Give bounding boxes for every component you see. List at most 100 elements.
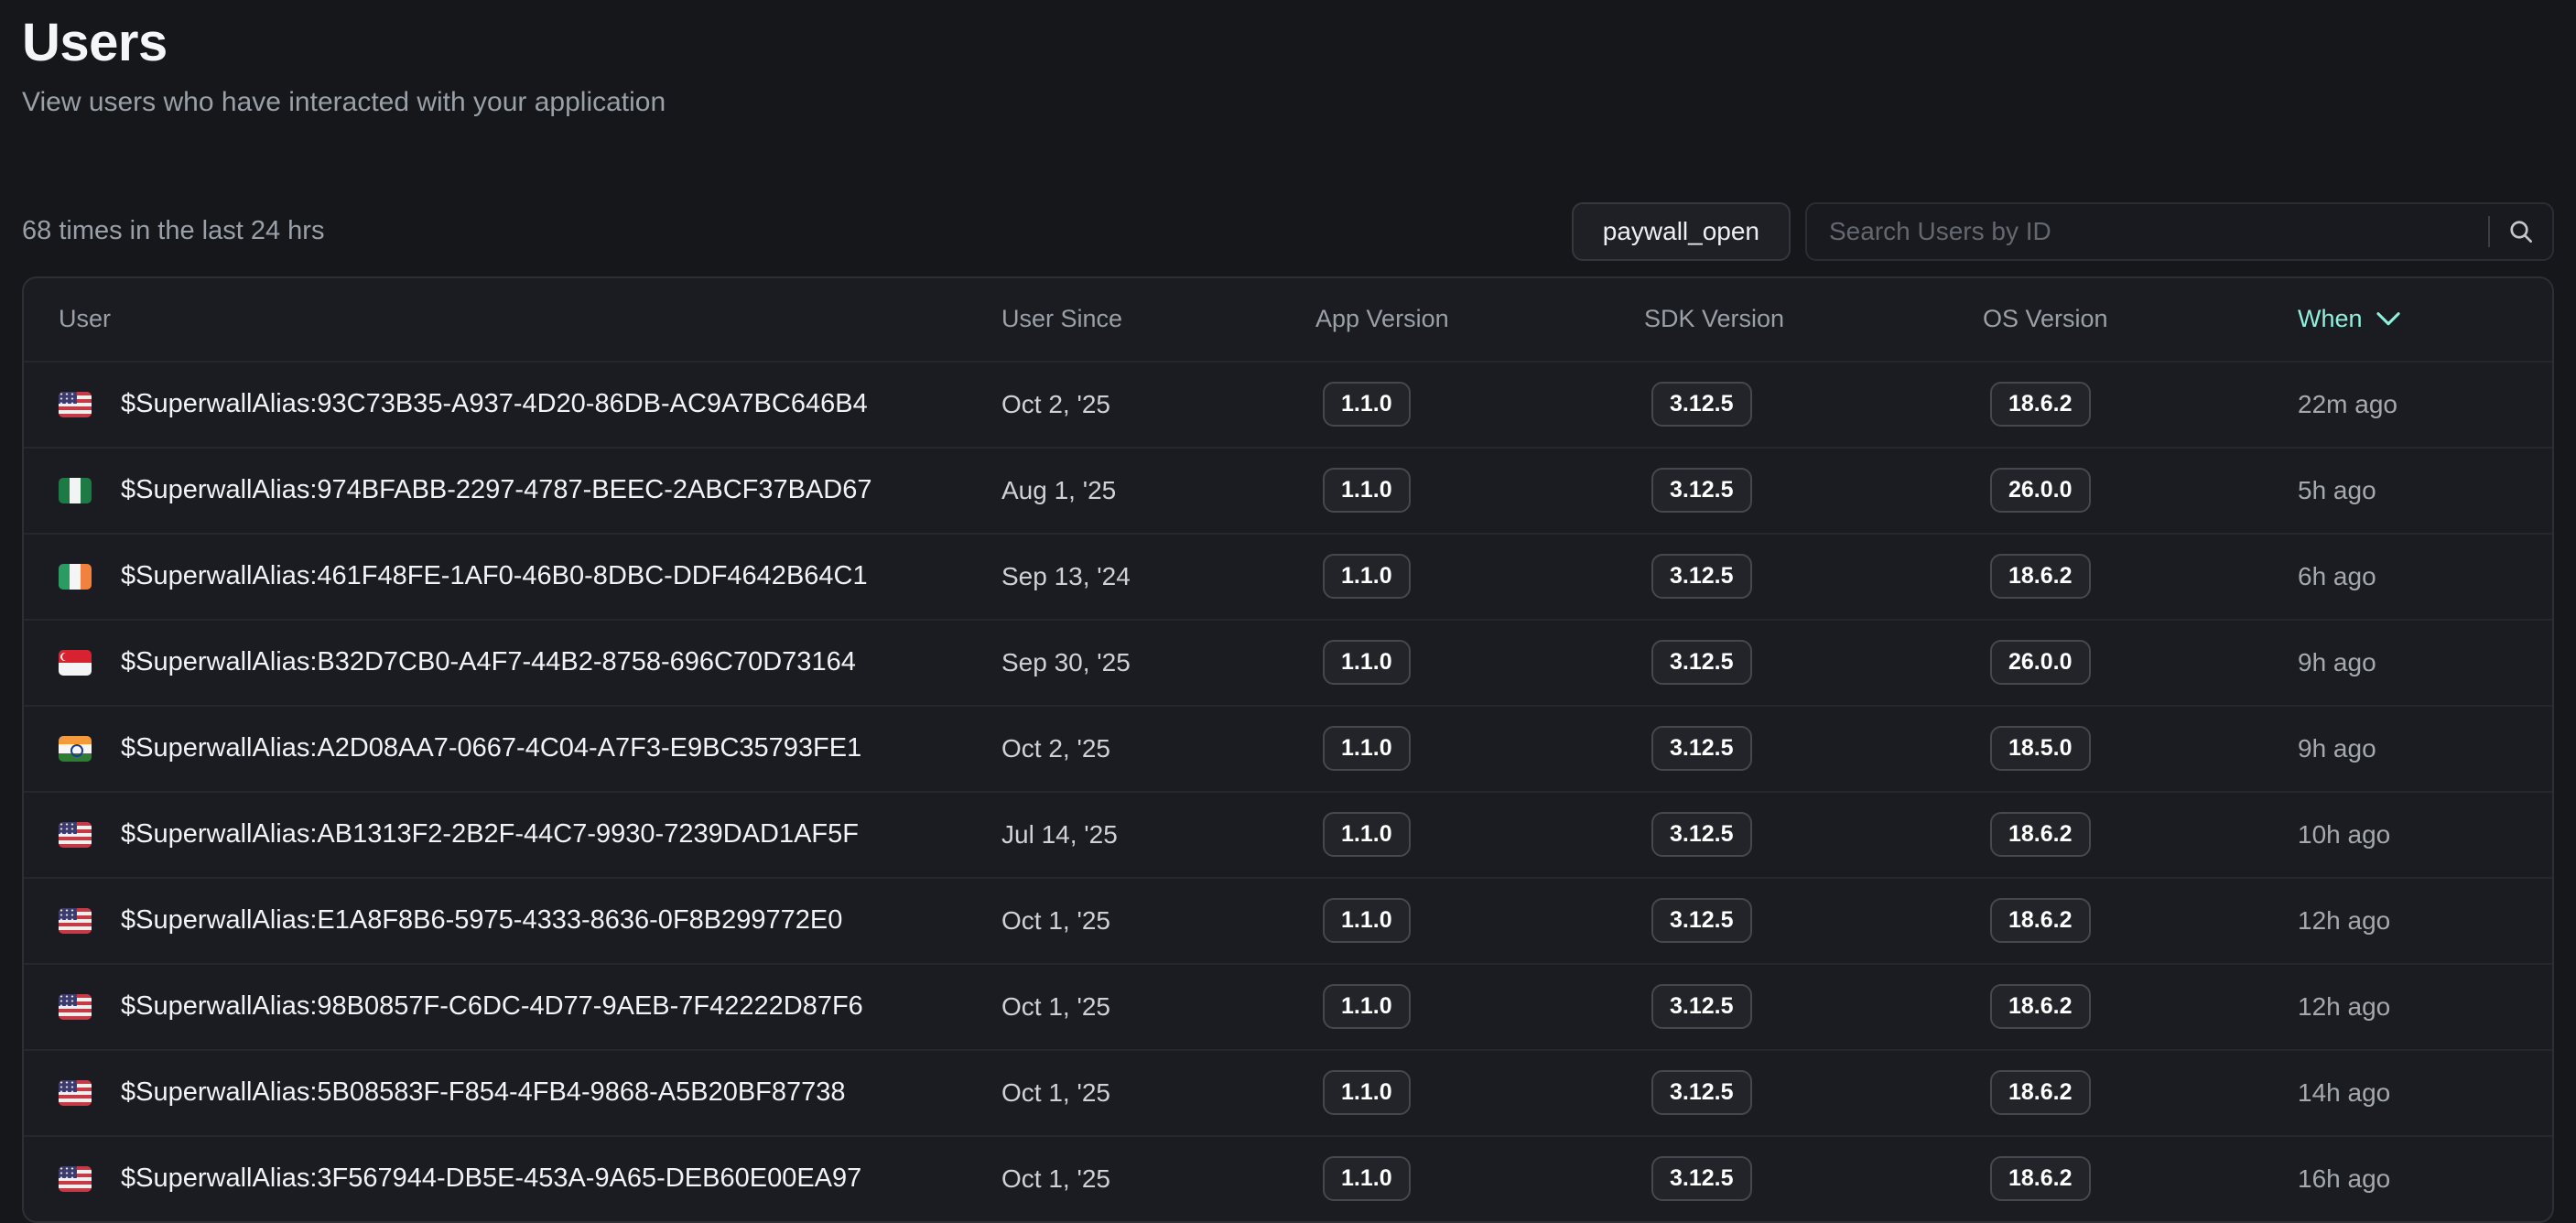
page-subtitle: View users who have interacted with your… — [22, 86, 666, 117]
os-version-badge: 26.0.0 — [1990, 468, 2091, 514]
user-since-value: Sep 13, '24 — [1001, 561, 1131, 590]
user-alias: $SuperwallAlias:93C73B35-A937-4D20-86DB-… — [121, 389, 868, 419]
user-since-value: Oct 2, '25 — [1001, 389, 1110, 418]
when-value: 9h ago — [2298, 647, 2376, 676]
user-since-value: Aug 1, '25 — [1001, 475, 1117, 504]
user-cell: $SuperwallAlias:A2D08AA7-0667-4C04-A7F3-… — [59, 733, 1001, 763]
chevron-down-icon — [2376, 312, 2400, 326]
flag-us-icon — [59, 907, 92, 934]
column-header-os-version: OS Version — [1983, 305, 2108, 333]
table-row[interactable]: $SuperwallAlias:E1A8F8B6-5975-4333-8636-… — [24, 876, 2552, 963]
sdk-version-badge: 3.12.5 — [1651, 1070, 1752, 1116]
user-since-value: Oct 2, '25 — [1001, 733, 1110, 763]
table-row[interactable]: $SuperwallAlias:974BFABB-2297-4787-BEEC-… — [24, 446, 2552, 533]
app-version-badge: 1.1.0 — [1323, 726, 1411, 772]
app-version-badge: 1.1.0 — [1323, 554, 1411, 600]
when-value: 9h ago — [2298, 733, 2376, 763]
sdk-version-badge: 3.12.5 — [1651, 1156, 1752, 1202]
user-cell: $SuperwallAlias:93C73B35-A937-4D20-86DB-… — [59, 389, 1001, 419]
user-alias: $SuperwallAlias:E1A8F8B6-5975-4333-8636-… — [121, 905, 843, 936]
os-version-badge: 18.6.2 — [1990, 1156, 2091, 1202]
when-value: 6h ago — [2298, 561, 2376, 590]
flag-us-icon — [59, 821, 92, 848]
sdk-version-badge: 3.12.5 — [1651, 382, 1752, 428]
table-row[interactable]: $SuperwallAlias:A2D08AA7-0667-4C04-A7F3-… — [24, 704, 2552, 791]
user-cell: $SuperwallAlias:E1A8F8B6-5975-4333-8636-… — [59, 905, 1001, 936]
when-value: 16h ago — [2298, 1163, 2391, 1193]
user-alias: $SuperwallAlias:A2D08AA7-0667-4C04-A7F3-… — [121, 733, 862, 763]
column-header-app-version: App Version — [1315, 305, 1449, 333]
user-since-value: Oct 1, '25 — [1001, 991, 1110, 1021]
sdk-version-badge: 3.12.5 — [1651, 554, 1752, 600]
sdk-version-badge: 3.12.5 — [1651, 898, 1752, 944]
os-version-badge: 18.6.2 — [1990, 812, 2091, 858]
when-value: 12h ago — [2298, 991, 2391, 1021]
flag-us-icon — [59, 1079, 92, 1106]
app-version-badge: 1.1.0 — [1323, 898, 1411, 944]
search-icon[interactable] — [2490, 217, 2552, 246]
when-value: 12h ago — [2298, 905, 2391, 935]
table-row[interactable]: $SuperwallAlias:98B0857F-C6DC-4D77-9AEB-… — [24, 962, 2552, 1049]
app-version-badge: 1.1.0 — [1323, 1156, 1411, 1202]
page-title: Users — [22, 13, 168, 72]
user-cell: $SuperwallAlias:974BFABB-2297-4787-BEEC-… — [59, 475, 1001, 505]
flag-sg-icon — [59, 649, 92, 676]
user-alias: $SuperwallAlias:3F567944-DB5E-453A-9A65-… — [121, 1163, 862, 1194]
table-row[interactable]: $SuperwallAlias:3F567944-DB5E-453A-9A65-… — [24, 1134, 2552, 1221]
table-row[interactable]: $SuperwallAlias:AB1313F2-2B2F-44C7-9930-… — [24, 790, 2552, 877]
app-version-badge: 1.1.0 — [1323, 468, 1411, 514]
flag-in-icon — [59, 735, 92, 762]
user-alias: $SuperwallAlias:98B0857F-C6DC-4D77-9AEB-… — [121, 991, 863, 1022]
flag-us-icon — [59, 993, 92, 1020]
users-table: User User Since App Version SDK Version … — [22, 276, 2554, 1223]
when-value: 14h ago — [2298, 1077, 2391, 1107]
search-input[interactable] — [1807, 203, 2488, 259]
user-since-value: Oct 1, '25 — [1001, 1163, 1110, 1193]
os-version-badge: 18.6.2 — [1990, 554, 2091, 600]
search-divider — [2488, 215, 2490, 247]
when-value: 22m ago — [2298, 389, 2397, 418]
user-cell: $SuperwallAlias:5B08583F-F854-4FB4-9868-… — [59, 1077, 1001, 1108]
table-row[interactable]: $SuperwallAlias:93C73B35-A937-4D20-86DB-… — [24, 360, 2552, 447]
user-alias: $SuperwallAlias:461F48FE-1AF0-46B0-8DBC-… — [121, 561, 868, 591]
event-filter-button[interactable]: paywall_open — [1571, 201, 1791, 261]
user-cell: $SuperwallAlias:AB1313F2-2B2F-44C7-9930-… — [59, 819, 1001, 850]
column-header-when[interactable]: When — [2298, 305, 2517, 333]
user-since-value: Oct 1, '25 — [1001, 1077, 1110, 1107]
table-row[interactable]: $SuperwallAlias:5B08583F-F854-4FB4-9868-… — [24, 1048, 2552, 1135]
column-header-user: User — [59, 305, 112, 333]
flag-ie-icon — [59, 563, 92, 590]
sdk-version-badge: 3.12.5 — [1651, 726, 1752, 772]
sdk-version-badge: 3.12.5 — [1651, 468, 1752, 514]
app-version-badge: 1.1.0 — [1323, 640, 1411, 686]
os-version-badge: 18.6.2 — [1990, 1070, 2091, 1116]
os-version-badge: 18.6.2 — [1990, 984, 2091, 1030]
user-alias: $SuperwallAlias:B32D7CB0-A4F7-44B2-8758-… — [121, 647, 856, 677]
column-header-sdk-version: SDK Version — [1644, 305, 1785, 333]
sdk-version-badge: 3.12.5 — [1651, 640, 1752, 686]
user-alias: $SuperwallAlias:5B08583F-F854-4FB4-9868-… — [121, 1077, 846, 1108]
user-cell: $SuperwallAlias:98B0857F-C6DC-4D77-9AEB-… — [59, 991, 1001, 1022]
os-version-badge: 18.5.0 — [1990, 726, 2091, 772]
when-value: 5h ago — [2298, 475, 2376, 504]
column-header-user-since: User Since — [1001, 305, 1123, 333]
flag-us-icon — [59, 391, 92, 417]
app-version-badge: 1.1.0 — [1323, 1070, 1411, 1116]
user-alias: $SuperwallAlias:974BFABB-2297-4787-BEEC-… — [121, 475, 872, 505]
sdk-version-badge: 3.12.5 — [1651, 812, 1752, 858]
sdk-version-badge: 3.12.5 — [1651, 984, 1752, 1030]
when-value: 10h ago — [2298, 819, 2391, 849]
table-row[interactable]: $SuperwallAlias:461F48FE-1AF0-46B0-8DBC-… — [24, 532, 2552, 619]
toolbar-right: paywall_open — [1571, 201, 2554, 261]
user-since-value: Jul 14, '25 — [1001, 819, 1118, 849]
os-version-badge: 18.6.2 — [1990, 898, 2091, 944]
column-header-when-label: When — [2298, 305, 2363, 333]
table-row[interactable]: $SuperwallAlias:B32D7CB0-A4F7-44B2-8758-… — [24, 618, 2552, 705]
search-box — [1805, 201, 2554, 261]
toolbar: 68 times in the last 24 hrs paywall_open — [22, 201, 2554, 261]
app-version-badge: 1.1.0 — [1323, 812, 1411, 858]
app-version-badge: 1.1.0 — [1323, 382, 1411, 428]
flag-ng-icon — [59, 477, 92, 503]
os-version-badge: 18.6.2 — [1990, 382, 2091, 428]
